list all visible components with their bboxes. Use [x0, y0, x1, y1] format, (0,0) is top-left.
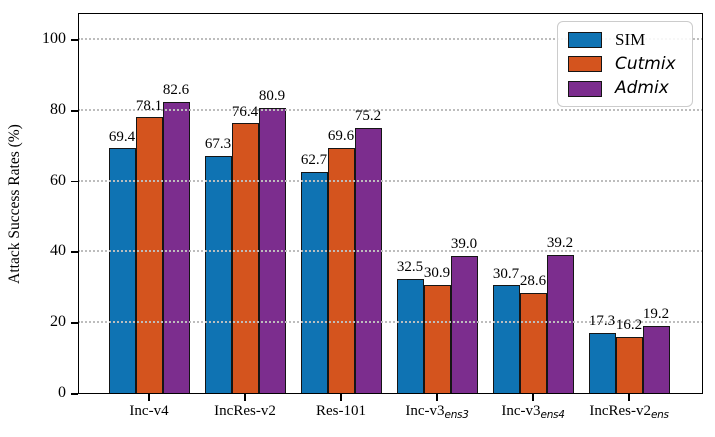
gridline-y100 [78, 37, 703, 40]
bar-cutmix-inc-v3 [423, 284, 451, 394]
x-tick-label-incres-v2: IncRes-v2 [180, 403, 310, 420]
bar-value-label: 16.2 [615, 316, 643, 333]
category-label-subscript: ens [650, 409, 669, 421]
bar-value-label: 80.9 [258, 87, 286, 104]
category-label-main: Inc-v3 [501, 403, 541, 419]
bar-value-label: 30.7 [492, 265, 520, 282]
bar-value-label: 28.6 [519, 272, 547, 289]
gridline-y20 [78, 321, 703, 324]
bar-cutmix-incres-v2 [231, 123, 259, 394]
bar-value-label: 62.7 [300, 152, 328, 169]
plot-area: 69.4 67.3 62.7 32.5 30.7 17.3 78.1 76.4 69.6 30.9… [78, 13, 703, 394]
y-tick-label: 0 [58, 384, 66, 401]
bar-value-label: 17.3 [588, 313, 616, 329]
y-tick-label: 40 [50, 242, 66, 260]
category-label-main: Inc-v4 [129, 403, 169, 419]
bar-value-label: 39.2 [546, 235, 574, 252]
x-tick-mark [340, 394, 342, 401]
x-tick-mark [532, 394, 534, 401]
category-label-main: IncRes-v2 [214, 403, 276, 419]
bar-admix-res-101 [354, 127, 382, 394]
bar-value-label: 75.2 [354, 107, 382, 124]
legend-item-admix: Admix [568, 80, 682, 97]
bar-value-label: 19.2 [642, 306, 670, 323]
legend: SIM Cutmix Admix [557, 21, 693, 107]
bar-value-label: 76.4 [231, 103, 259, 120]
legend-item-cutmix: Cutmix [568, 53, 682, 74]
bar-value-label: 69.6 [327, 127, 355, 144]
y-tick-mark [71, 109, 78, 112]
y-tick-mark [71, 180, 78, 183]
category-label-subscript: ens3 [444, 409, 469, 421]
x-tick-mark [244, 394, 246, 401]
bar-admix-inc-v3 [450, 255, 478, 394]
x-tick-label-incres-v2: IncRes-v2ens [564, 403, 694, 421]
bar-value-label: 32.5 [396, 259, 424, 276]
bar-value-label: 78.1 [135, 97, 163, 114]
gridline-y40 [78, 250, 703, 253]
legend-item-sim: SIM [568, 31, 682, 48]
bar-value-label: 67.3 [204, 135, 232, 152]
category-label-subscript: ens4 [540, 409, 565, 421]
legend-swatch-admix [568, 80, 602, 97]
y-tick-label: 60 [50, 171, 66, 189]
x-tick-mark [436, 394, 438, 401]
y-tick-mark [71, 251, 78, 254]
x-tick-label-inc-v4: Inc-v4 [84, 403, 214, 420]
bar-value-label: 69.4 [108, 128, 136, 145]
y-tick-label: 100 [42, 29, 66, 47]
legend-swatch-cutmix [568, 56, 602, 72]
bar-value-label: 39.0 [450, 236, 478, 253]
legend-label-sim: SIM [615, 30, 646, 49]
y-axis-label: Attack Success Rates (%) [6, 124, 23, 284]
bar-admix-inc-v4 [162, 101, 190, 394]
category-label-main: IncRes-v2 [589, 403, 651, 419]
gridline-y60 [78, 179, 703, 182]
y-tick-mark [71, 322, 78, 324]
y-tick-label: 80 [50, 100, 66, 118]
bar-cutmix-incres-v2 [615, 336, 643, 394]
bar-cutmix-res-101 [327, 147, 355, 394]
bar-sim-incres-v2 [204, 155, 232, 394]
bar-cutmix-inc-v3 [519, 292, 547, 394]
bar-sim-incres-v2 [588, 332, 616, 394]
legend-label-cutmix: Cutmix [615, 53, 676, 74]
y-tick-mark [71, 393, 78, 395]
legend-label-admix: Admix [615, 78, 669, 98]
x-tick-mark [628, 394, 630, 401]
x-tick-mark [148, 394, 150, 401]
category-label-main: Inc-v3 [405, 403, 445, 419]
bar-admix-inc-v3 [546, 255, 574, 394]
bar-value-label: 30.9 [423, 264, 451, 281]
x-tick-label-inc-v3: Inc-v3ens3 [372, 403, 502, 421]
bar-admix-incres-v2 [642, 326, 670, 394]
gridline-y80 [78, 108, 703, 111]
category-label-main: Res-101 [316, 403, 366, 419]
y-tick-label: 20 [50, 313, 66, 331]
x-tick-label-inc-v3: Inc-v3ens4 [468, 403, 598, 421]
bar-sim-inc-v3 [492, 285, 520, 394]
bar-value-label: 82.6 [162, 81, 190, 98]
bar-sim-inc-v4 [108, 148, 136, 394]
x-tick-label-res-101: Res-101 [276, 403, 406, 420]
bar-cutmix-inc-v4 [135, 117, 163, 394]
legend-swatch-sim [568, 31, 602, 48]
bar-sim-res-101 [300, 172, 328, 394]
bar-sim-inc-v3 [396, 278, 424, 394]
y-tick-mark [71, 38, 78, 41]
